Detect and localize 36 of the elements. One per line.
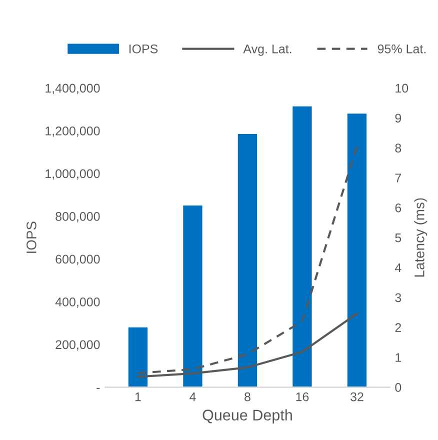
- line-series: [136, 145, 358, 374]
- x-tick-label: 8: [244, 392, 250, 402]
- bar: [183, 206, 202, 388]
- legend-label: Avg. Lat.: [243, 44, 292, 56]
- y-tick-label: 200,000: [56, 340, 100, 351]
- y2-tick-label: 0: [395, 383, 402, 392]
- x-tick-label: 32: [350, 392, 364, 402]
- y-tick-label: 1,200,000: [46, 126, 100, 137]
- x-tick-label: 1: [135, 392, 141, 402]
- y2-tick-label: 6: [395, 203, 402, 212]
- y2-tick-label: 9: [395, 114, 402, 123]
- y2-tick-label: 2: [395, 323, 402, 332]
- x-tick-label: 4: [190, 392, 196, 402]
- legend-label: IOPS: [129, 44, 158, 54]
- legend-label: 95% Lat.: [378, 44, 426, 54]
- y2-axis-title: Latency (ms): [414, 198, 428, 277]
- y-axis-title: IOPS: [26, 222, 36, 253]
- bar: [238, 134, 258, 388]
- y-tick-label: -: [96, 388, 100, 389]
- bar: [128, 327, 148, 388]
- y-tick-label: 400,000: [55, 298, 100, 308]
- x-tick-label: 16: [296, 392, 309, 402]
- bar: [347, 114, 367, 388]
- y-tick-label: 1,400,000: [46, 84, 100, 94]
- bar: [292, 106, 312, 388]
- y2-tick-label: 5: [395, 234, 402, 242]
- y2-tick-label: 8: [395, 144, 402, 152]
- y2-tick-label: 7: [395, 174, 402, 182]
- y2-tick-label: 1: [396, 353, 402, 362]
- y2-tick-label: 3: [395, 293, 402, 302]
- y-tick-label: 800,000: [56, 212, 100, 222]
- x-axis-title: Queue Depth: [202, 409, 292, 424]
- y2-tick-label: 10: [396, 84, 408, 93]
- y-tick-label: 600,000: [56, 254, 100, 266]
- y-tick-label: 1,000,000: [46, 169, 100, 180]
- y2-tick-label: 4: [394, 263, 402, 272]
